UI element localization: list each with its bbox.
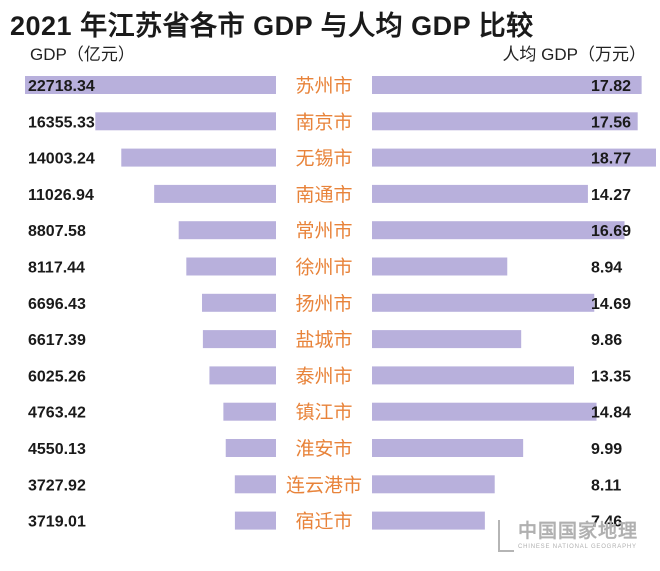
gdp-value-label: 22718.34 — [28, 78, 95, 95]
gdp-bar — [202, 293, 276, 312]
per-capita-gdp-value-label: 9.99 — [591, 441, 622, 458]
gdp-bar — [225, 439, 276, 457]
per-capita-gdp-value-label: 16.69 — [591, 223, 631, 240]
per-capita-gdp-bar — [372, 148, 656, 167]
per-capita-gdp-value-label: 9.86 — [591, 332, 622, 349]
per-capita-gdp-value-label: 13.35 — [591, 368, 631, 385]
per-capita-axis-label: 人均 GDP（万元） — [502, 45, 646, 64]
gdp-bar — [178, 221, 276, 240]
per-capita-gdp-value-label: 17.56 — [591, 114, 631, 131]
gdp-value-label: 6696.43 — [28, 296, 86, 313]
gdp-value-label: 4550.13 — [28, 441, 86, 458]
city-label: 连云港市 — [286, 474, 362, 496]
city-label: 无锡市 — [295, 148, 352, 170]
gdp-value-label: 6025.26 — [28, 368, 86, 385]
chart-title: 2021 年江苏省各市 GDP 与人均 GDP 比较 — [10, 11, 534, 41]
gdp-bar — [95, 112, 276, 131]
publisher-watermark: 中国国家地理 CHINESE NATIONAL GEOGRAPHY — [498, 516, 648, 560]
gdp-value-label: 3727.92 — [28, 477, 86, 494]
per-capita-gdp-bar — [372, 293, 595, 312]
per-capita-gdp-bar — [372, 475, 495, 494]
city-label: 宿迁市 — [295, 511, 352, 533]
gdp-bar — [154, 184, 276, 203]
gdp-value-label: 6617.39 — [28, 332, 86, 349]
per-capita-gdp-bar — [372, 257, 508, 276]
per-capita-gdp-value-label: 8.11 — [591, 477, 621, 494]
city-label: 淮安市 — [295, 438, 352, 460]
city-label: 泰州市 — [295, 365, 352, 387]
per-capita-gdp-bar — [372, 511, 485, 530]
per-capita-gdp-bar — [372, 184, 588, 203]
gdp-bar — [121, 148, 276, 167]
city-label: 盐城市 — [295, 329, 352, 351]
gdp-bar — [202, 330, 276, 349]
city-label: 苏州市 — [295, 75, 352, 97]
gdp-axis-label: GDP（亿元） — [30, 45, 135, 64]
gdp-bar — [209, 366, 276, 385]
gdp-value-label: 8807.58 — [28, 223, 86, 240]
city-label: 南通市 — [295, 184, 352, 206]
gdp-bar — [234, 475, 276, 494]
watermark-cn-text: 中国国家地理 — [518, 521, 639, 542]
per-capita-gdp-value-label: 14.69 — [591, 296, 631, 313]
per-capita-gdp-bar — [372, 112, 638, 131]
city-label: 镇江市 — [295, 402, 352, 424]
per-capita-gdp-bar — [372, 402, 597, 421]
per-capita-gdp-value-label: 18.77 — [591, 151, 631, 168]
gdp-value-label: 16355.33 — [28, 114, 95, 131]
gdp-bar — [223, 402, 276, 421]
per-capita-gdp-value-label: 17.82 — [591, 78, 631, 95]
watermark-bracket-icon — [498, 520, 514, 552]
gdp-bar — [234, 511, 276, 530]
per-capita-gdp-value-label: 14.84 — [591, 405, 631, 422]
gdp-value-label: 8117.44 — [28, 260, 85, 277]
watermark-en-text: CHINESE NATIONAL GEOGRAPHY — [518, 544, 637, 550]
gdp-value-label: 14003.24 — [28, 151, 95, 168]
per-capita-gdp-value-label: 7.46 — [591, 514, 622, 531]
per-capita-gdp-value-label: 14.27 — [591, 187, 631, 204]
city-label: 常州市 — [295, 220, 352, 242]
gdp-value-label: 11026.94 — [28, 187, 94, 204]
city-label: 南京市 — [295, 111, 352, 133]
gdp-bar — [25, 76, 276, 94]
gdp-value-label: 3719.01 — [28, 514, 86, 531]
per-capita-gdp-bar — [372, 366, 574, 385]
per-capita-gdp-bar — [372, 330, 522, 349]
gdp-value-label: 4763.42 — [28, 405, 86, 422]
city-label: 徐州市 — [295, 257, 352, 279]
city-label: 扬州市 — [295, 293, 352, 315]
per-capita-gdp-bar — [372, 221, 625, 240]
per-capita-gdp-value-label: 8.94 — [591, 260, 622, 277]
per-capita-gdp-bar — [372, 76, 642, 94]
per-capita-gdp-bar — [372, 439, 524, 457]
gdp-bar — [186, 257, 276, 276]
